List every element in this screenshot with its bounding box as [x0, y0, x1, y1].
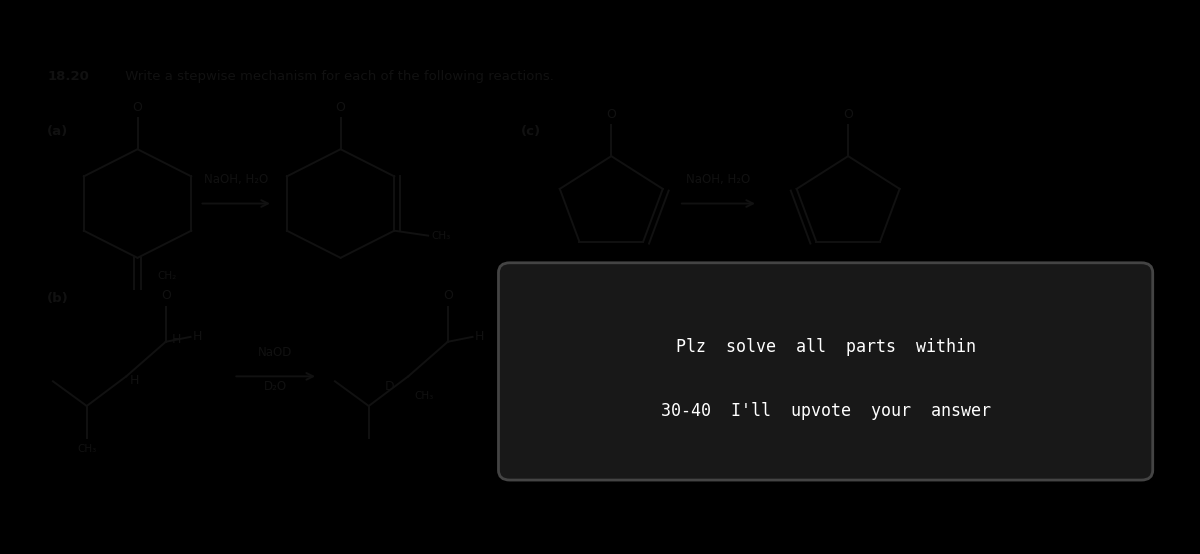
Text: NaOH, H₂O: NaOH, H₂O — [686, 173, 750, 186]
Text: CH₃: CH₃ — [77, 444, 96, 454]
Text: O: O — [443, 289, 452, 302]
FancyBboxPatch shape — [498, 263, 1153, 480]
Text: O: O — [132, 101, 143, 114]
Text: CH₃: CH₃ — [414, 391, 433, 401]
Text: Plz  solve  all  parts  within: Plz solve all parts within — [676, 338, 976, 356]
Text: H: H — [475, 330, 484, 343]
Text: Write a stepwise mechanism for each of the following reactions.: Write a stepwise mechanism for each of t… — [120, 70, 553, 83]
Text: CH₃: CH₃ — [432, 230, 451, 240]
Text: NaOD: NaOD — [258, 346, 293, 358]
Text: (b): (b) — [47, 293, 70, 305]
Text: O: O — [844, 107, 853, 121]
Text: (c): (c) — [521, 125, 541, 137]
Text: CH₂: CH₂ — [158, 270, 178, 281]
Text: NaOH, H₂O: NaOH, H₂O — [204, 173, 268, 186]
Text: 18.20: 18.20 — [47, 70, 89, 83]
Text: H: H — [193, 330, 202, 343]
Text: 30-40  I'll  upvote  your  answer: 30-40 I'll upvote your answer — [660, 402, 991, 420]
Text: O: O — [606, 107, 617, 121]
Text: D₂O: D₂O — [264, 380, 287, 393]
Text: (a): (a) — [47, 125, 68, 137]
Text: H: H — [130, 375, 139, 387]
Text: O: O — [161, 289, 170, 302]
Text: D: D — [385, 379, 395, 393]
Text: O: O — [336, 101, 346, 114]
Text: H: H — [172, 334, 181, 346]
